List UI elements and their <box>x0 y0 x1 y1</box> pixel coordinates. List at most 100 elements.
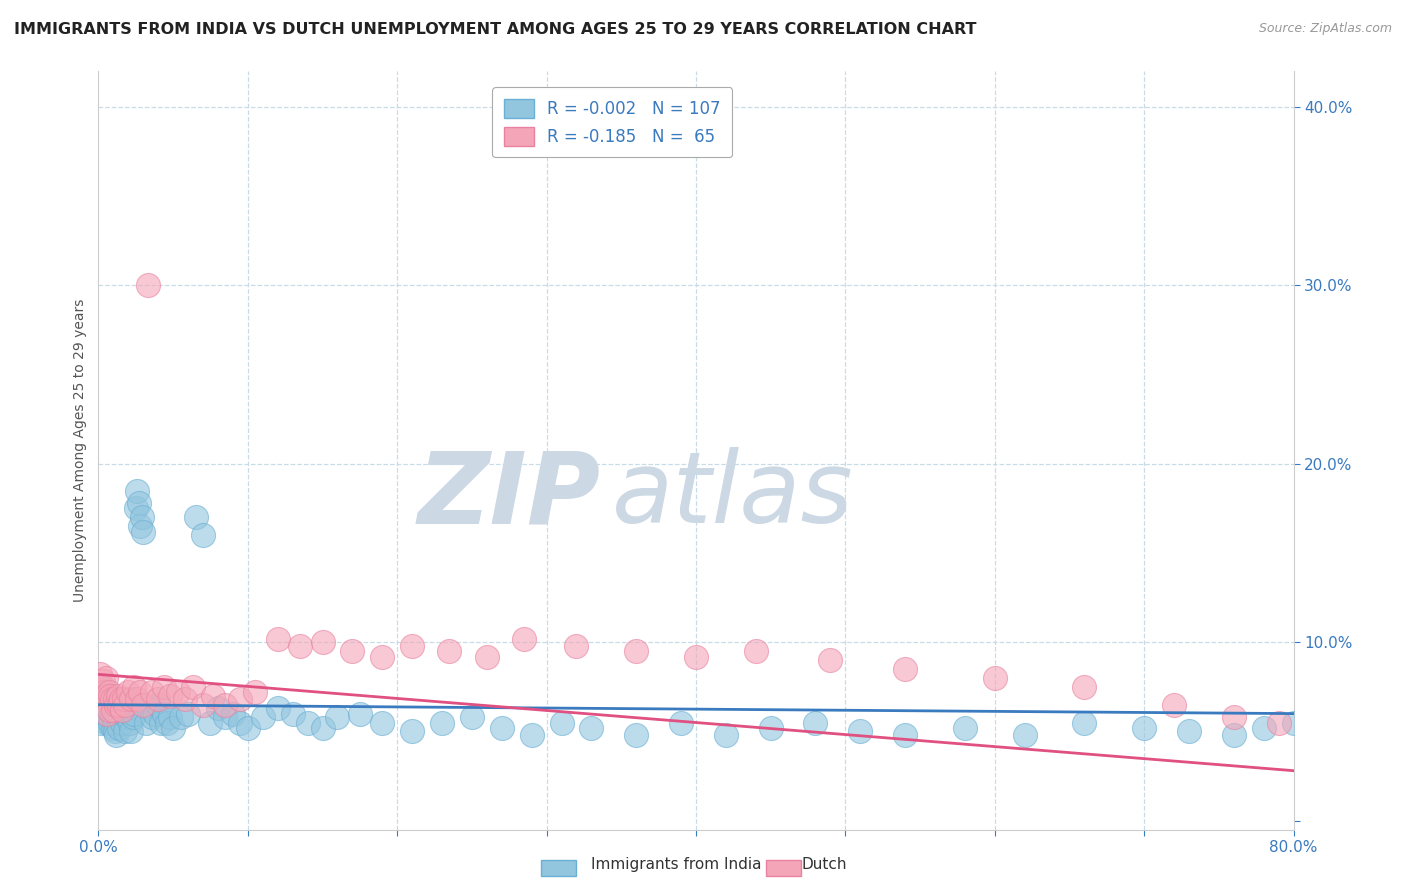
Point <box>141 685 163 699</box>
Point <box>104 715 127 730</box>
Point <box>153 706 176 721</box>
Point <box>626 728 648 742</box>
Point <box>1357 715 1379 730</box>
Point <box>141 710 163 724</box>
Point <box>101 706 124 721</box>
Point <box>103 721 125 735</box>
Point <box>148 692 170 706</box>
Point <box>1298 728 1320 742</box>
Point <box>401 639 423 653</box>
Point <box>138 701 160 715</box>
Point <box>135 715 157 730</box>
Point <box>127 692 149 706</box>
Point <box>111 703 134 717</box>
Point <box>94 671 117 685</box>
Point <box>229 692 252 706</box>
Point <box>97 703 120 717</box>
Point <box>121 710 143 724</box>
Point <box>89 667 111 681</box>
Point <box>156 715 179 730</box>
Point <box>159 710 181 724</box>
Point <box>105 706 128 721</box>
Text: Dutch: Dutch <box>801 857 846 872</box>
Point <box>759 721 782 735</box>
Point <box>804 715 827 730</box>
Point <box>565 639 588 653</box>
Point <box>207 701 229 715</box>
Point <box>94 698 117 712</box>
Point <box>105 698 128 712</box>
Point <box>252 710 274 724</box>
Point <box>820 653 842 667</box>
Point <box>1386 746 1406 760</box>
Point <box>120 692 142 706</box>
Point <box>202 689 225 703</box>
Point <box>714 728 737 742</box>
Text: atlas: atlas <box>613 448 853 544</box>
Point <box>520 728 543 742</box>
Point <box>371 715 394 730</box>
Text: IMMIGRANTS FROM INDIA VS DUTCH UNEMPLOYMENT AMONG AGES 25 TO 29 YEARS CORRELATIO: IMMIGRANTS FROM INDIA VS DUTCH UNEMPLOYM… <box>14 22 977 37</box>
Point <box>267 701 290 715</box>
Point <box>222 706 245 721</box>
Point <box>745 644 768 658</box>
Point <box>97 710 120 724</box>
Point <box>125 501 148 516</box>
Point <box>93 701 115 715</box>
Point <box>112 692 135 706</box>
Point <box>148 698 170 712</box>
Point <box>1267 715 1289 730</box>
Point <box>229 715 252 730</box>
Point <box>1372 724 1395 739</box>
Point <box>177 706 200 721</box>
Point <box>91 692 114 706</box>
Point <box>1402 721 1406 735</box>
Point <box>166 685 188 699</box>
Point <box>150 715 173 730</box>
Point <box>288 639 311 653</box>
Point <box>1343 728 1365 742</box>
Point <box>129 519 152 533</box>
Point <box>685 649 707 664</box>
Point <box>439 644 461 658</box>
Point <box>153 680 176 694</box>
Point <box>1073 715 1095 730</box>
Point <box>132 524 155 539</box>
Point <box>127 483 149 498</box>
Point <box>1223 728 1246 742</box>
Point <box>236 721 259 735</box>
Point <box>112 706 135 721</box>
Point <box>461 710 484 724</box>
Legend: R = -0.002   N = 107, R = -0.185   N =  65: R = -0.002 N = 107, R = -0.185 N = 65 <box>492 87 733 158</box>
Point <box>401 724 423 739</box>
Point <box>101 692 124 706</box>
Point <box>311 721 333 735</box>
Y-axis label: Unemployment Among Ages 25 to 29 years: Unemployment Among Ages 25 to 29 years <box>73 299 87 602</box>
Point <box>90 706 112 721</box>
Point <box>1386 728 1406 742</box>
Point <box>1163 698 1185 712</box>
Point <box>110 703 132 717</box>
Point <box>200 715 222 730</box>
Point <box>245 685 267 699</box>
Point <box>281 706 304 721</box>
Point <box>103 703 125 717</box>
Point <box>91 689 114 703</box>
Point <box>89 685 111 699</box>
Point <box>89 698 111 712</box>
Point <box>894 728 917 742</box>
Point <box>311 635 333 649</box>
Point <box>96 692 118 706</box>
Point <box>98 701 122 715</box>
Point <box>342 644 364 658</box>
Point <box>118 715 141 730</box>
Point <box>111 715 134 730</box>
Point <box>581 721 603 735</box>
Point <box>349 706 371 721</box>
Point <box>1253 721 1275 735</box>
Point <box>104 724 127 739</box>
Point <box>136 278 159 293</box>
Point <box>430 715 453 730</box>
Point <box>114 724 136 739</box>
Point <box>94 689 117 703</box>
